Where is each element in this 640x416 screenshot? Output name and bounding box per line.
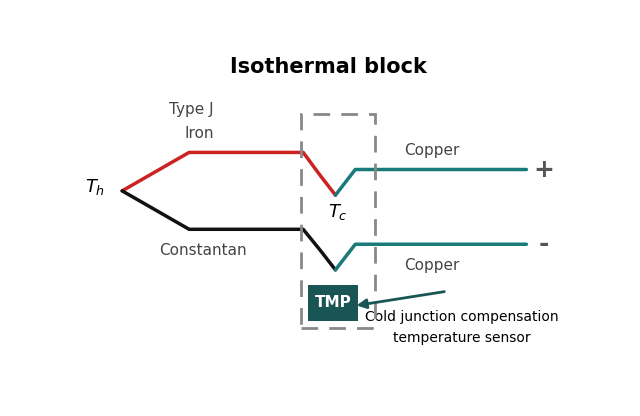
Text: Type J: Type J	[169, 102, 214, 117]
Text: $T_c$: $T_c$	[328, 202, 348, 222]
Bar	[301, 114, 375, 327]
Text: +: +	[533, 158, 554, 181]
Text: Constantan: Constantan	[159, 243, 247, 258]
Text: Copper: Copper	[404, 143, 460, 158]
Text: Iron: Iron	[184, 126, 214, 141]
Text: temperature sensor: temperature sensor	[393, 331, 531, 344]
Text: $T_h$: $T_h$	[85, 178, 105, 198]
Bar	[308, 285, 358, 321]
Text: Cold junction compensation: Cold junction compensation	[365, 310, 559, 324]
Text: Isothermal block: Isothermal block	[230, 57, 426, 77]
Text: -: -	[539, 232, 549, 256]
Text: Copper: Copper	[404, 258, 460, 273]
Text: TMP: TMP	[315, 295, 351, 310]
